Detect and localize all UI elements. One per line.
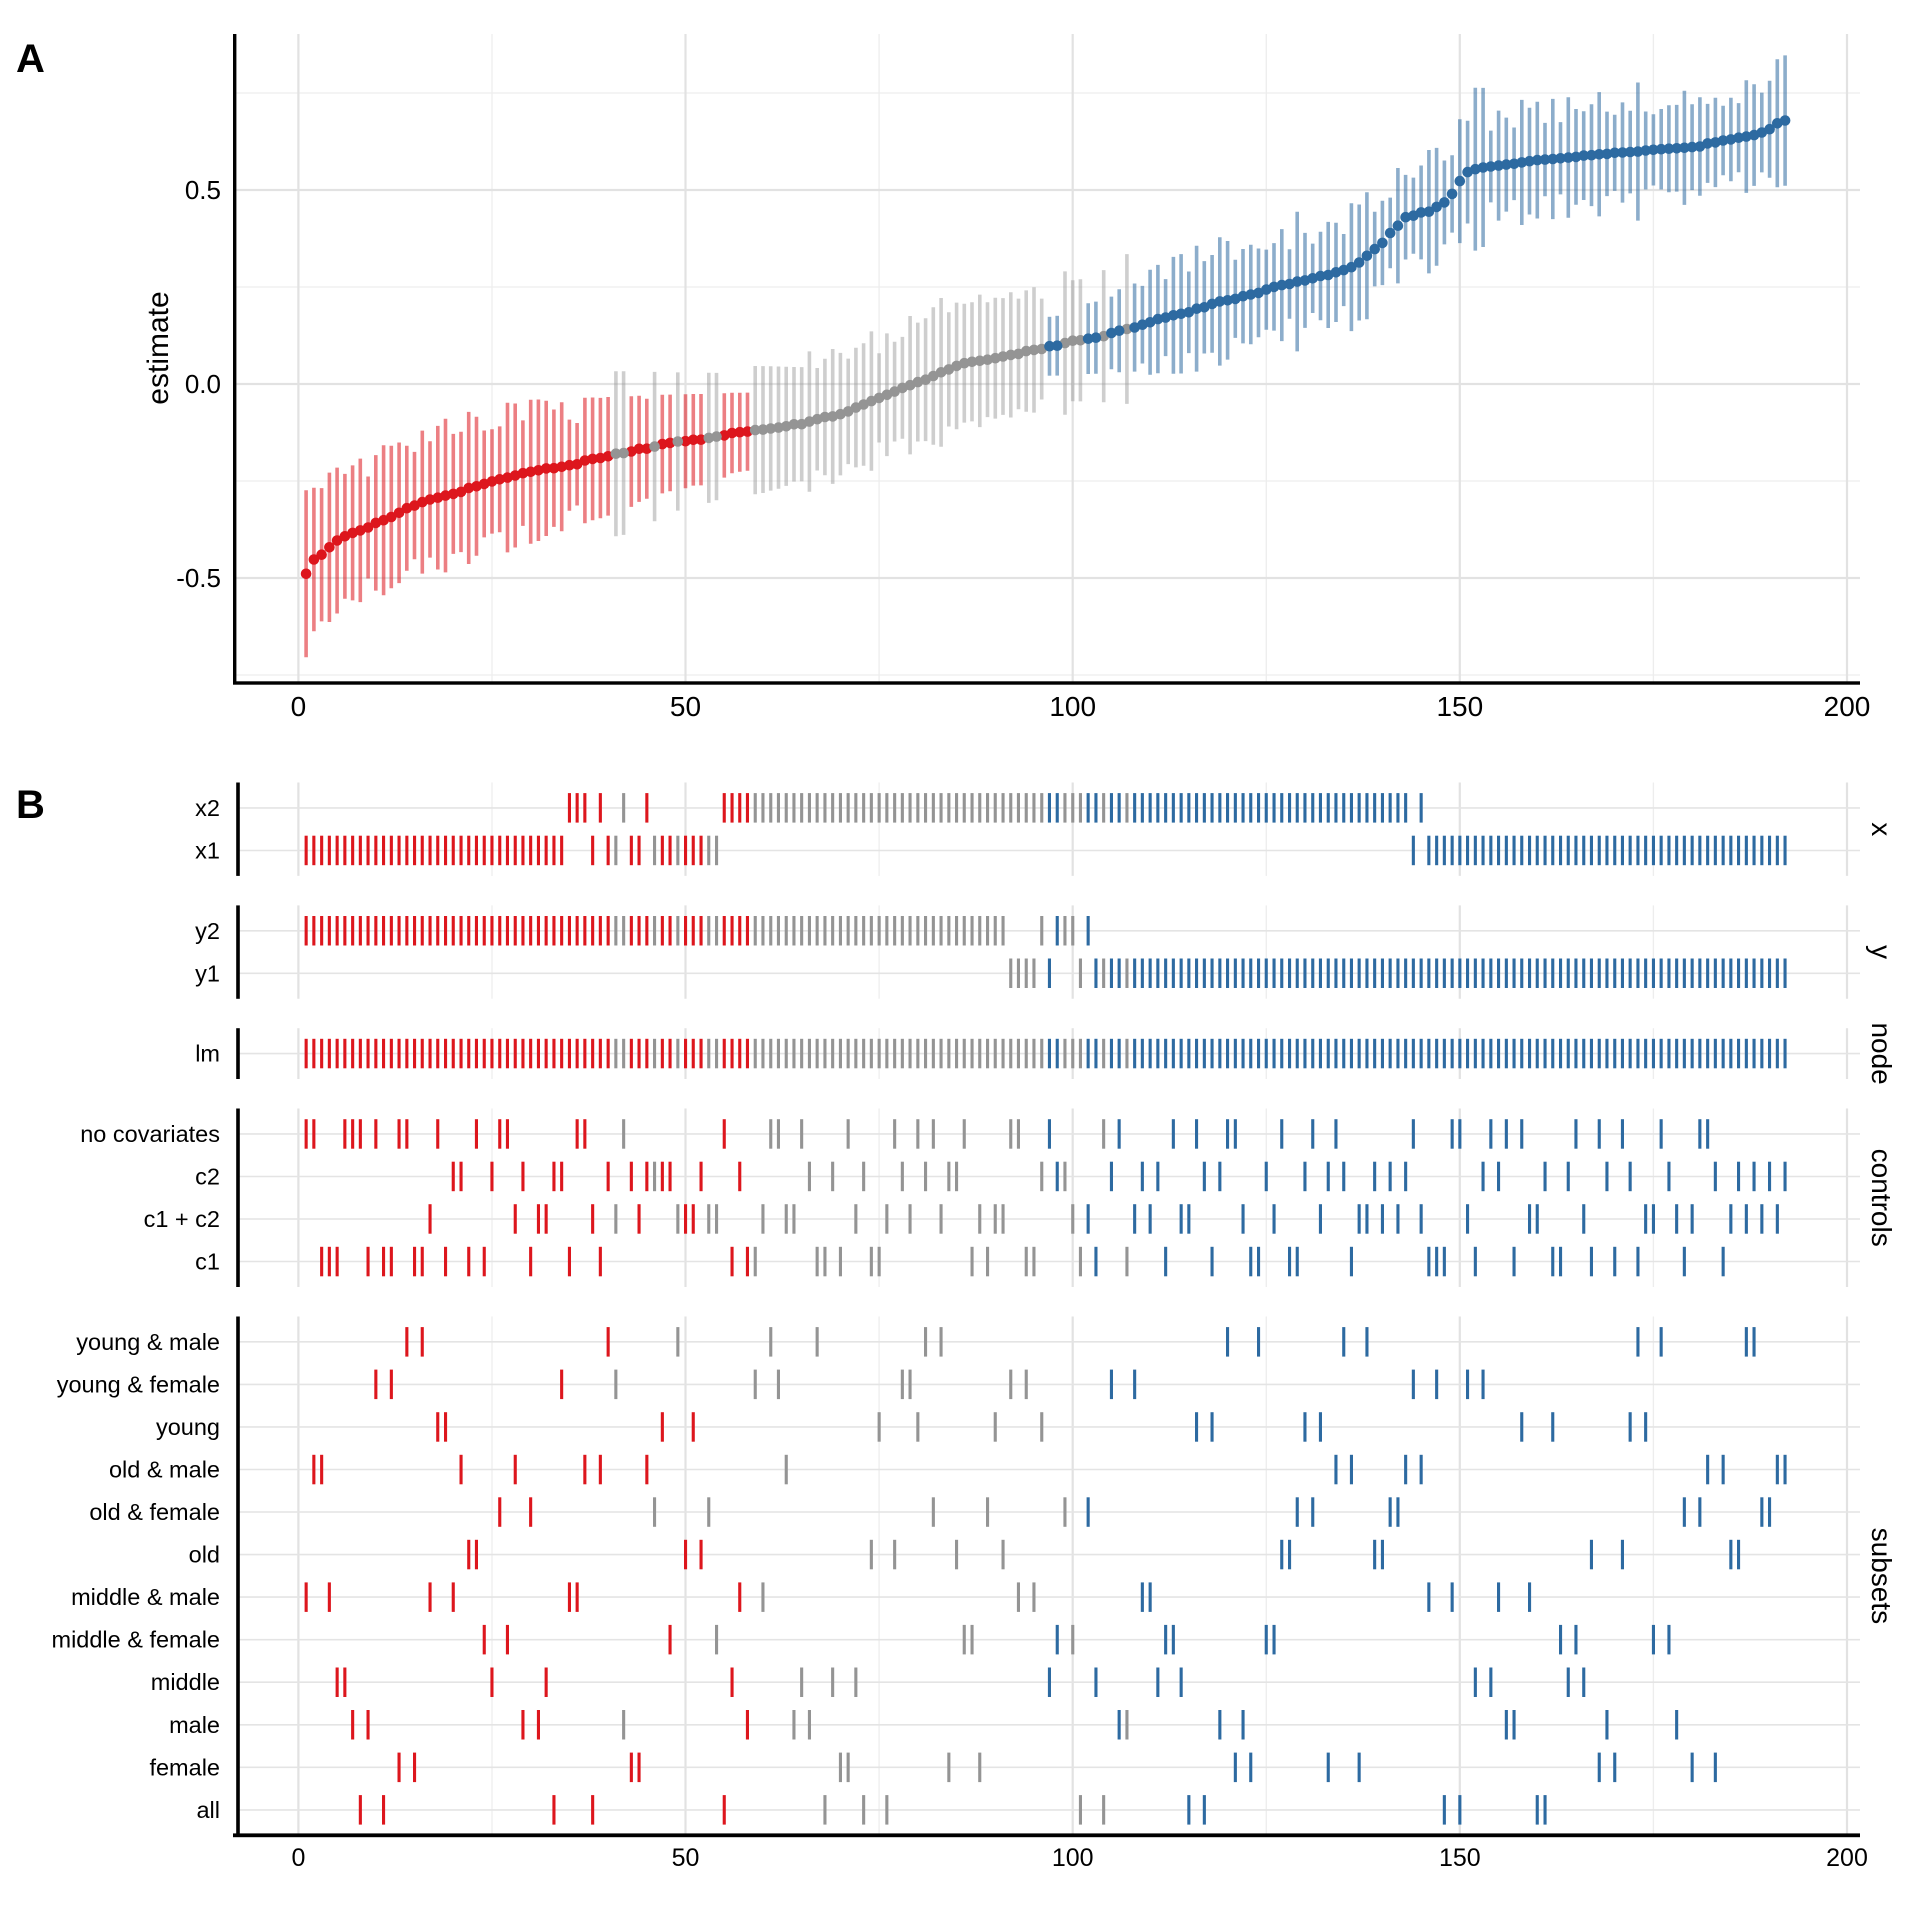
svg-text:B: B: [16, 783, 45, 827]
svg-text:old & female: old & female: [89, 1499, 220, 1525]
svg-text:x: x: [1866, 822, 1897, 836]
svg-text:lm: lm: [195, 1041, 220, 1067]
svg-text:200: 200: [1824, 691, 1871, 722]
svg-text:c1 + c2: c1 + c2: [144, 1206, 220, 1232]
svg-text:all: all: [196, 1797, 220, 1823]
svg-text:x1: x1: [195, 838, 220, 864]
svg-text:young: young: [156, 1414, 220, 1440]
svg-text:100: 100: [1049, 691, 1096, 722]
svg-text:y: y: [1866, 945, 1897, 959]
svg-text:y2: y2: [195, 918, 220, 944]
svg-text:150: 150: [1436, 691, 1483, 722]
svg-text:x2: x2: [195, 795, 220, 821]
svg-text:0.5: 0.5: [185, 175, 221, 205]
svg-text:y1: y1: [195, 960, 220, 986]
svg-text:0: 0: [291, 1844, 305, 1872]
svg-text:subsets: subsets: [1866, 1528, 1897, 1625]
svg-text:100: 100: [1052, 1844, 1094, 1872]
svg-text:middle: middle: [151, 1669, 220, 1695]
svg-text:node: node: [1866, 1022, 1897, 1084]
svg-text:male: male: [169, 1712, 220, 1738]
svg-text:0.0: 0.0: [185, 369, 221, 399]
svg-text:young & female: young & female: [57, 1371, 220, 1397]
svg-text:50: 50: [670, 691, 701, 722]
svg-text:estimate: estimate: [142, 291, 175, 404]
svg-text:middle & female: middle & female: [52, 1627, 221, 1653]
svg-text:female: female: [149, 1754, 220, 1780]
svg-text:200: 200: [1826, 1844, 1868, 1872]
svg-text:c1: c1: [195, 1249, 220, 1275]
svg-text:A: A: [16, 37, 45, 81]
svg-text:c2: c2: [195, 1164, 220, 1190]
svg-text:old & male: old & male: [109, 1457, 220, 1483]
svg-text:controls: controls: [1866, 1149, 1897, 1247]
svg-text:-0.5: -0.5: [176, 563, 221, 593]
svg-text:50: 50: [672, 1844, 700, 1872]
svg-text:young & male: young & male: [76, 1329, 220, 1355]
svg-text:150: 150: [1439, 1844, 1481, 1872]
svg-text:middle & male: middle & male: [71, 1584, 220, 1610]
svg-text:no covariates: no covariates: [80, 1121, 220, 1147]
svg-text:old: old: [189, 1542, 220, 1568]
svg-text:0: 0: [291, 691, 307, 722]
